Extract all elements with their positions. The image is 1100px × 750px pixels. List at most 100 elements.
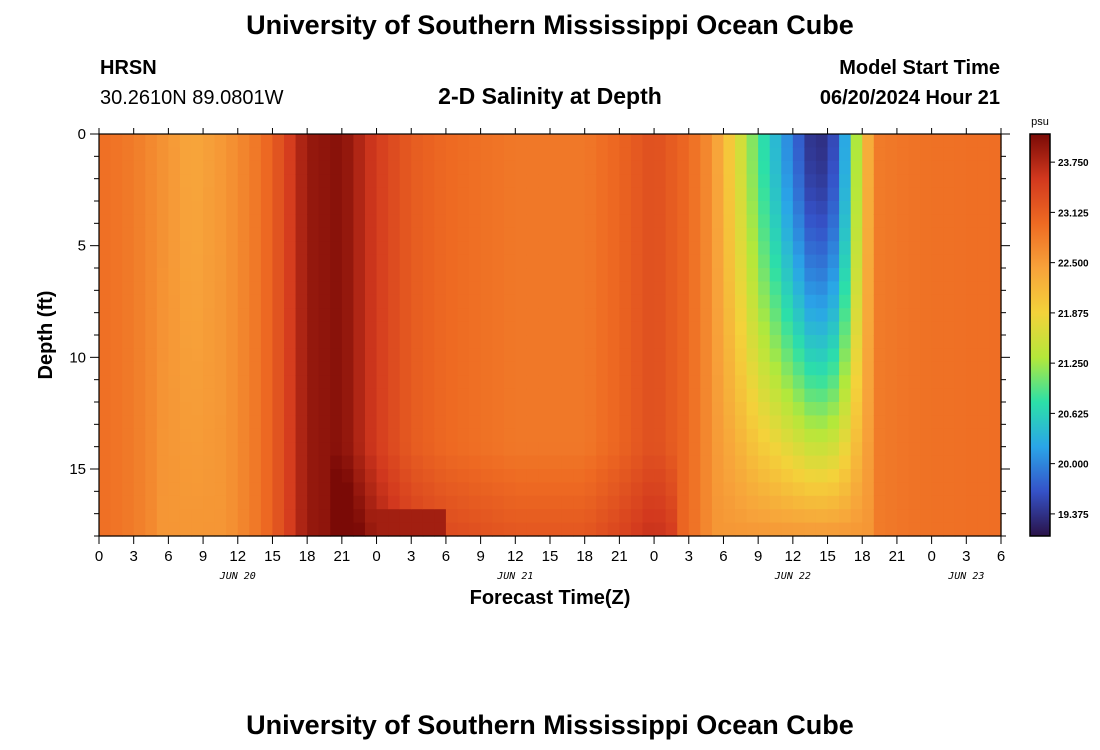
heatmap-cell	[156, 227, 169, 242]
heatmap-cell	[492, 214, 505, 229]
heatmap-cell	[792, 455, 806, 470]
heatmap-cell	[122, 174, 135, 189]
heatmap-cell	[99, 388, 112, 403]
heatmap-cell	[989, 388, 1002, 403]
heatmap-cell	[954, 214, 967, 229]
heatmap-cell	[989, 495, 1002, 510]
heatmap-cell	[931, 308, 944, 323]
heatmap-cell	[607, 187, 620, 202]
heatmap-cell	[284, 214, 297, 229]
heatmap-cell	[168, 428, 181, 443]
heatmap-cell	[596, 160, 609, 175]
heatmap-cell	[908, 402, 921, 416]
heatmap-cell	[110, 522, 123, 537]
heatmap-cell	[550, 147, 563, 162]
heatmap-cell	[434, 428, 447, 443]
heatmap-cell	[492, 375, 505, 390]
heatmap-cell	[284, 402, 297, 416]
x-tick-label: 0	[650, 548, 658, 565]
heatmap-cell	[168, 268, 181, 282]
heatmap-cell	[445, 495, 459, 510]
heatmap-cell	[607, 294, 620, 309]
heatmap-cell	[272, 294, 285, 309]
heatmap-cell	[330, 361, 343, 376]
heatmap-cell	[550, 388, 563, 403]
heatmap-cell	[954, 308, 967, 323]
heatmap-cell	[260, 495, 274, 510]
heatmap-cell	[573, 174, 586, 189]
heatmap-cell	[850, 482, 863, 497]
heatmap-cell	[920, 254, 933, 269]
heatmap-cell	[364, 509, 378, 524]
heatmap-cell	[364, 268, 378, 282]
heatmap-cell	[99, 281, 112, 296]
heatmap-cell	[272, 375, 285, 390]
heatmap-cell	[272, 134, 285, 148]
heatmap-cell	[249, 214, 262, 229]
heatmap-cell	[434, 522, 447, 537]
heatmap-cell	[873, 415, 886, 430]
heatmap-cell	[469, 254, 482, 269]
heatmap-cell	[226, 428, 239, 443]
heatmap-cell	[330, 308, 343, 323]
heatmap-cell	[422, 509, 435, 524]
heatmap-cell	[133, 522, 146, 537]
heatmap-cell	[295, 402, 308, 416]
heatmap-cell	[815, 147, 829, 162]
heatmap-cell	[758, 495, 771, 510]
heatmap-cell	[746, 482, 759, 497]
heatmap-cell	[179, 348, 193, 363]
heatmap-cell	[896, 428, 910, 443]
heatmap-cell	[434, 321, 447, 336]
heatmap-cell	[781, 160, 794, 175]
heatmap-cell	[677, 495, 690, 510]
heatmap-cell	[133, 348, 146, 363]
heatmap-cell	[492, 254, 505, 269]
heatmap-cell	[677, 428, 690, 443]
heatmap-cell	[526, 469, 540, 483]
heatmap-cell	[99, 335, 112, 349]
heatmap-cell	[792, 227, 806, 242]
heatmap-cell	[260, 134, 274, 148]
heatmap-cell	[226, 415, 239, 430]
heatmap-cell	[399, 160, 412, 175]
heatmap-cell	[688, 227, 701, 242]
heatmap-cell	[758, 134, 771, 148]
heatmap-cell	[677, 469, 690, 483]
heatmap-cell	[469, 348, 482, 363]
heatmap-cell	[480, 147, 493, 162]
heatmap-cell	[746, 388, 759, 403]
heatmap-cell	[388, 375, 401, 390]
heatmap-cell	[815, 455, 829, 470]
heatmap-cell	[630, 227, 644, 242]
heatmap-cell	[977, 388, 991, 403]
heatmap-cell	[862, 348, 875, 363]
heatmap-cell	[364, 482, 378, 497]
heatmap-cell	[665, 509, 678, 524]
heatmap-cell	[711, 402, 725, 416]
heatmap-cell	[977, 321, 991, 336]
heatmap-cell	[99, 160, 112, 175]
heatmap-cell	[364, 321, 378, 336]
heatmap-cell	[203, 147, 216, 162]
heatmap-cell	[480, 281, 493, 296]
heatmap-cell	[480, 227, 493, 242]
heatmap-cell	[781, 227, 794, 242]
heatmap-cell	[445, 227, 459, 242]
heatmap-cell	[619, 361, 632, 376]
heatmap-cell	[723, 201, 736, 215]
heatmap-cell	[630, 241, 644, 256]
heatmap-cell	[908, 375, 921, 390]
heatmap-cell	[758, 335, 771, 349]
heatmap-cell	[711, 134, 725, 148]
heatmap-cell	[943, 361, 956, 376]
heatmap-cell	[931, 375, 944, 390]
heatmap-cell	[422, 469, 435, 483]
heatmap-cell	[896, 268, 910, 282]
heatmap-cell	[307, 321, 320, 336]
heatmap-cell	[445, 482, 459, 497]
heatmap-cell	[480, 187, 493, 202]
heatmap-cell	[839, 402, 852, 416]
heatmap-cell	[954, 375, 967, 390]
heatmap-cell	[133, 174, 146, 189]
